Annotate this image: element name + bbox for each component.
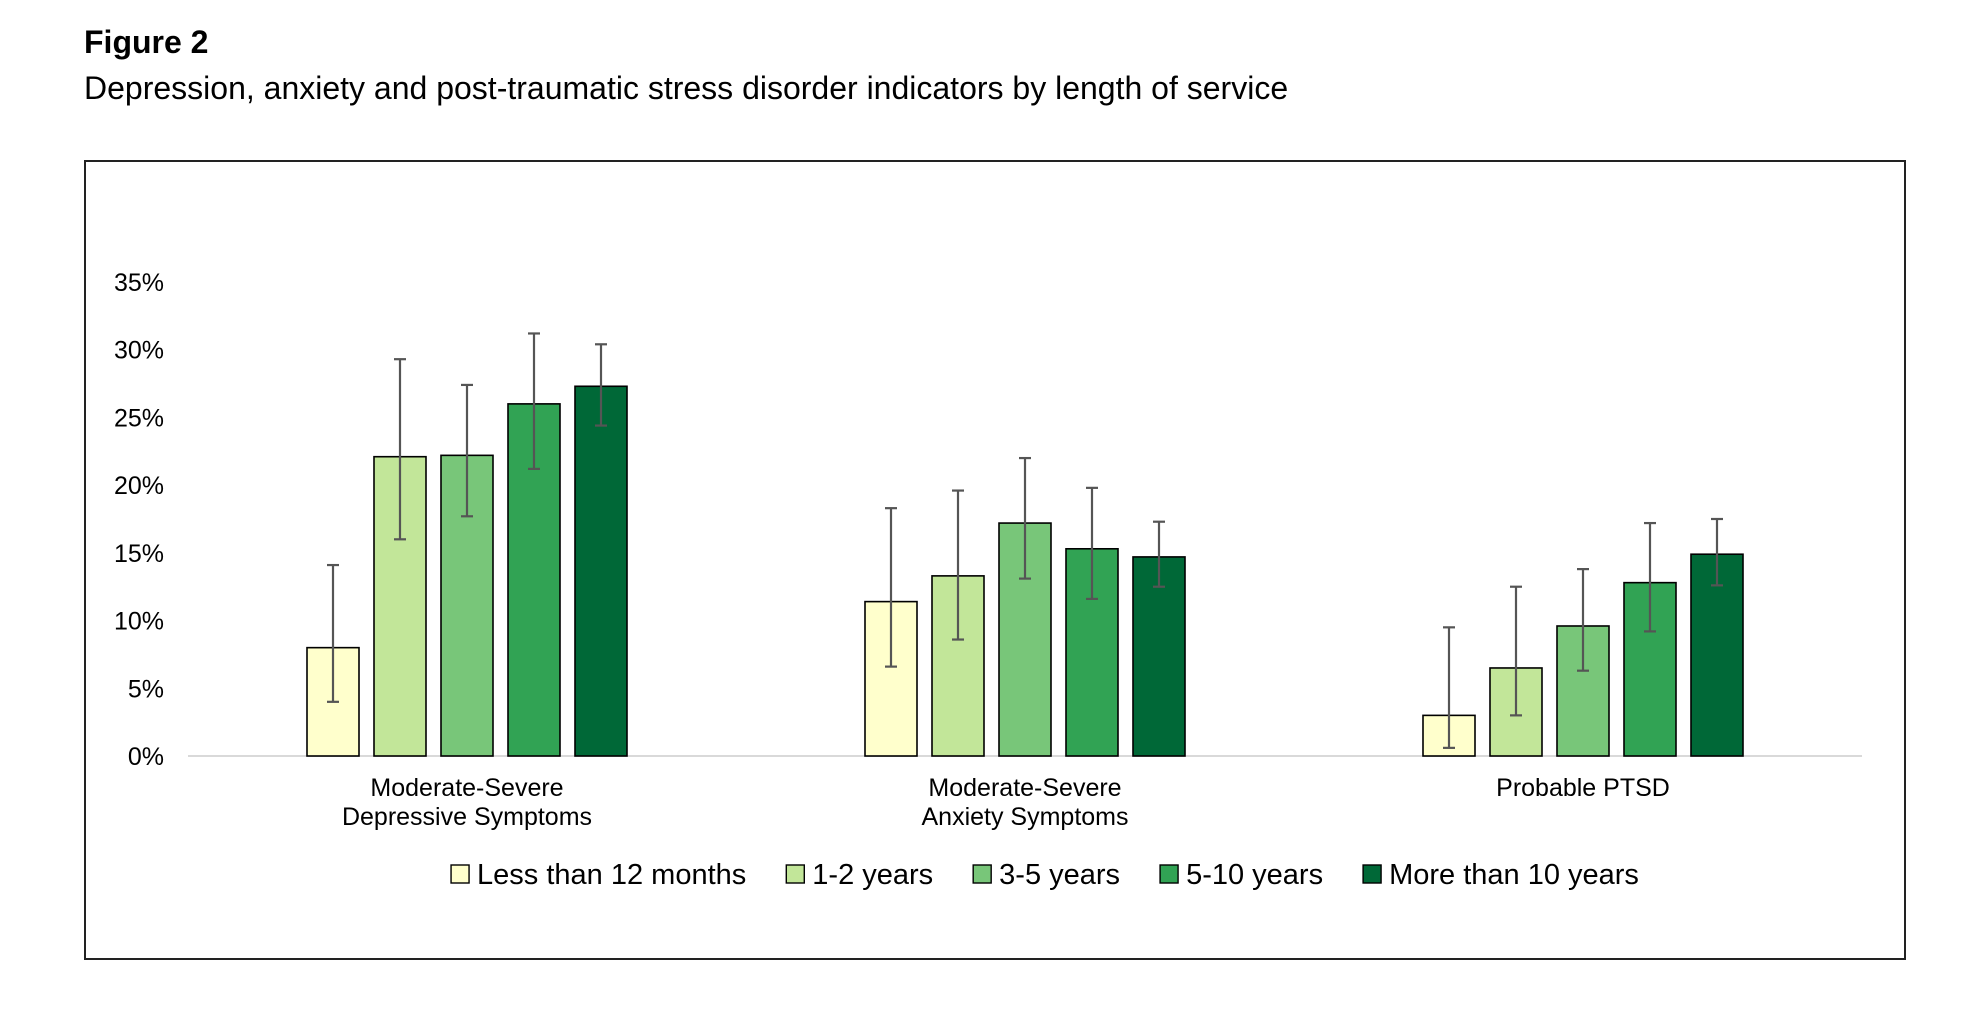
y-tick-label: 10% [114, 608, 164, 636]
y-tick-label: 5% [128, 675, 164, 703]
category-label: Depressive Symptoms [342, 803, 592, 831]
legend-label: 1-2 years [812, 859, 933, 891]
legend-label: Less than 12 months [477, 859, 746, 891]
legend-label: 5-10 years [1186, 859, 1323, 891]
bar [574, 385, 628, 757]
legend-swatch [785, 864, 805, 884]
figure-title: Depression, anxiety and post-traumatic s… [84, 70, 1289, 106]
legend-label: More than 10 years [1389, 859, 1639, 891]
y-tick-label: 35% [114, 269, 164, 297]
category-label: Probable PTSD [1496, 774, 1670, 802]
chart-frame: 0% 5% 10% 15% 20% 25% 30% 35% Moderate-Severe Dep… [84, 160, 1906, 960]
legend-swatch [1362, 864, 1382, 884]
y-tick-label: 30% [114, 337, 164, 365]
figure-label: Figure 2 [84, 24, 209, 60]
legend-swatch [1159, 864, 1179, 884]
bar-chart: 0%5%10%15%20%25%30%35%Moderate-SevereDep… [114, 269, 1862, 891]
y-tick-label: 25% [114, 404, 164, 432]
category-label: Moderate-Severe [928, 774, 1121, 802]
legend-swatch [450, 864, 470, 884]
legend-swatch [972, 864, 992, 884]
bar [1132, 556, 1186, 757]
y-tick-label: 20% [114, 472, 164, 500]
category-label: Moderate-Severe [370, 774, 563, 802]
y-tick-label: 15% [114, 540, 164, 568]
y-tick-label: 0% [128, 743, 164, 771]
legend-label: 3-5 years [999, 859, 1120, 891]
category-label: Anxiety Symptoms [921, 803, 1128, 831]
